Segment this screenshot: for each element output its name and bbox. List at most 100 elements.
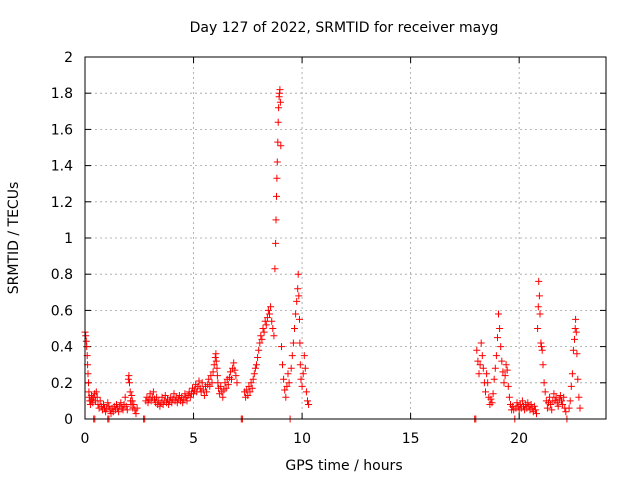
data-point [275,104,283,112]
x-axis-label: GPS time / hours [285,458,402,474]
data-point [500,379,508,387]
data-point [149,388,157,396]
data-point [282,393,290,401]
data-point [251,364,259,372]
data-point [88,395,96,403]
data-point [550,390,558,398]
data-point [128,397,136,405]
data-point [133,404,141,412]
data-point [538,343,545,351]
data-point [287,364,295,372]
data-point [558,397,565,405]
y-tick-label: 2 [64,50,73,66]
data-point [295,292,303,300]
data-point [262,321,270,329]
data-point [492,352,500,360]
y-tick-label: 1.4 [51,159,73,175]
data-point [487,395,495,403]
data-point [279,361,286,369]
data-point [478,352,486,360]
data-point [121,393,129,401]
data-point [217,382,225,390]
data-point [494,334,501,342]
y-tick-label: 1.2 [51,195,73,211]
data-point [144,399,152,407]
data-point [565,404,573,412]
data-point [195,377,203,385]
data-point [226,368,234,376]
data-point [118,404,126,412]
data-point [477,339,485,347]
data-point [271,265,279,273]
data-point [489,390,497,398]
data-point [269,325,277,332]
data-point [501,372,509,380]
data-point [181,390,189,398]
data-point [209,368,217,376]
y-tick-label: 0 [64,412,73,428]
data-point [117,399,125,407]
data-point [102,408,110,416]
data-point [278,343,285,351]
data-point [264,306,272,314]
data-point [277,142,285,150]
data-point [527,401,535,408]
data-point [475,370,483,378]
data-point [270,332,278,340]
data-point [476,361,484,369]
y-tick-label: 1.6 [51,122,73,138]
data-point [554,402,562,410]
data-point [205,375,213,383]
data-point [211,354,219,361]
data-point [147,397,155,405]
data-point [502,361,510,369]
data-point [473,346,481,354]
data-point [83,343,91,351]
data-point [206,382,214,390]
data-point [132,410,140,418]
data-point [273,174,281,182]
data-point [293,297,301,305]
data-point [559,401,567,408]
y-tick-label: 0.6 [51,303,73,319]
y-tick-label: 0.2 [51,376,73,392]
data-point [280,375,288,383]
y-tick-label: 1.8 [51,86,73,102]
data-point [259,325,267,332]
data-point [490,375,498,383]
data-point [257,332,265,340]
grid [85,57,606,419]
data-point [571,335,578,343]
y-tick-label: 0.8 [51,267,73,283]
data-point [291,325,298,332]
data-point [505,393,513,401]
data-point [126,388,134,396]
data-point [245,382,253,390]
data-point [568,370,576,378]
data-point [562,408,570,416]
data-point [539,361,547,369]
data-point [260,328,268,336]
data-point [248,384,256,392]
data-point [230,359,238,367]
data-point [113,401,120,408]
x-tick-label: 5 [189,431,198,447]
data-points [81,86,584,423]
data-point [91,390,99,398]
data-point [123,406,131,414]
data-point [499,368,507,376]
data-point [524,399,532,407]
data-point [221,379,229,387]
data-point [552,393,560,401]
data-point [261,317,269,325]
data-point [146,390,154,398]
data-point [228,375,235,383]
data-point [231,366,239,374]
data-point [213,372,221,380]
data-point [250,370,258,378]
data-point [537,339,545,347]
data-point [273,158,281,166]
data-point [575,393,583,401]
